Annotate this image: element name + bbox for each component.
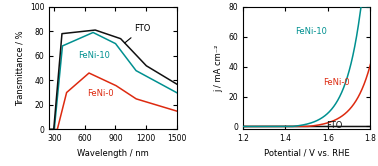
X-axis label: Potential / V vs. RHE: Potential / V vs. RHE bbox=[264, 149, 350, 158]
Y-axis label: j / mA cm⁻²: j / mA cm⁻² bbox=[214, 44, 223, 92]
Text: FeNi-0: FeNi-0 bbox=[323, 78, 349, 86]
Text: FTO: FTO bbox=[125, 24, 150, 43]
Text: FeNi-10: FeNi-10 bbox=[78, 51, 110, 60]
X-axis label: Wavelength / nm: Wavelength / nm bbox=[77, 149, 149, 158]
Text: FeNi-0: FeNi-0 bbox=[87, 89, 113, 98]
Y-axis label: Transmittance / %: Transmittance / % bbox=[15, 30, 24, 106]
Text: FeNi-10: FeNi-10 bbox=[295, 27, 327, 36]
Text: FTO: FTO bbox=[326, 121, 342, 130]
